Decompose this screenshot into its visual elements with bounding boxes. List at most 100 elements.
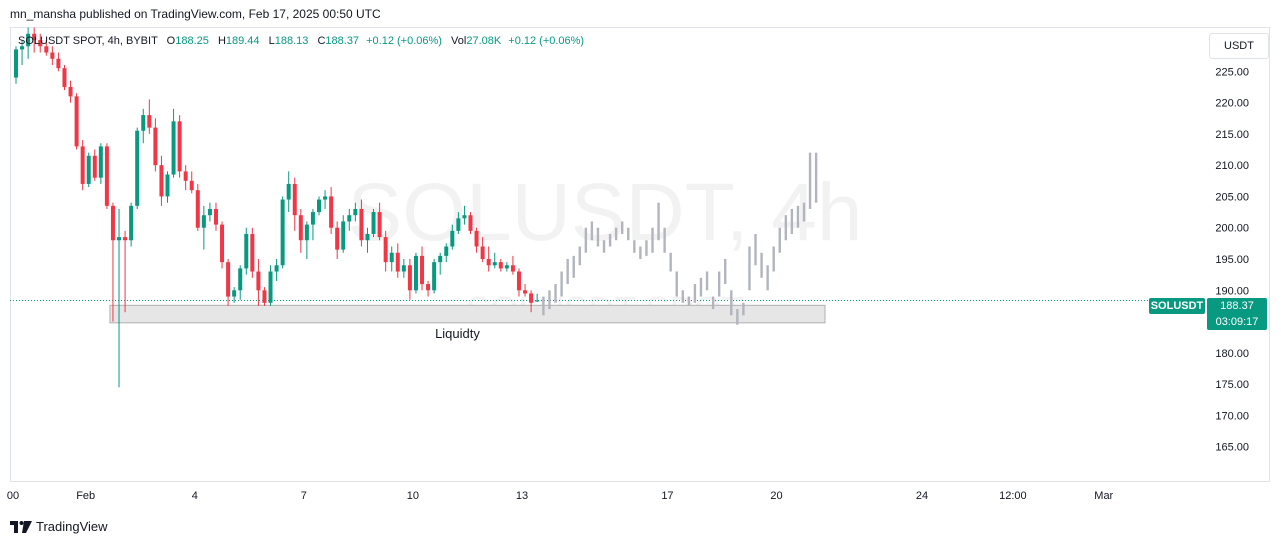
tradingview-logo-icon (10, 520, 32, 533)
x-axis-tick-label: 00 (7, 490, 19, 502)
candle-body (26, 33, 31, 47)
candle-body (486, 259, 491, 266)
candle-body (20, 46, 25, 50)
x-axis-tick-label: 13 (516, 490, 528, 502)
candle-body (141, 115, 146, 131)
y-axis-tick-label: 205.00 (1215, 191, 1249, 203)
candle-body (250, 233, 255, 272)
candle-body (129, 205, 134, 241)
projection-bar (730, 290, 733, 316)
candle-body (292, 183, 297, 216)
projection-bar (693, 284, 697, 303)
x-axis-tick-label: 4 (192, 490, 198, 502)
y-axis-tick-label: 200.00 (1215, 223, 1249, 235)
chart-frame (10, 27, 1270, 482)
projection-bar (711, 296, 715, 310)
candle-body (347, 215, 352, 222)
candle-body (232, 290, 237, 297)
projection-bar (681, 290, 684, 303)
projection-bar (542, 296, 545, 316)
projection-bar (802, 202, 806, 222)
legend-change: +0.12 (+0.06%) (366, 35, 442, 47)
x-axis-tick-label: 17 (661, 490, 673, 502)
candle-body (420, 255, 425, 285)
candle-body (474, 230, 479, 247)
projection-bar (790, 208, 794, 234)
projection-bar (760, 252, 763, 278)
projection-bar (705, 271, 709, 291)
candle-body (147, 115, 152, 128)
projection-bar (614, 227, 618, 241)
price-badge: 188.37 03:09:17 (1207, 298, 1267, 330)
candle-body (38, 40, 43, 47)
candle-body (450, 230, 455, 247)
candle-body (286, 183, 291, 200)
projection-bar (621, 221, 624, 234)
candle-body (104, 146, 109, 206)
candle-body (492, 262, 497, 266)
candle-body (389, 252, 394, 263)
liquidity-zone-label: Liquidty (435, 326, 480, 341)
legend-symbol[interactable]: SOLUSDT SPOT, 4h, BYBIT (18, 35, 158, 47)
projection-bar (808, 152, 812, 209)
candle-body (310, 212, 315, 225)
candle-body (438, 255, 443, 263)
legend-high-label: H (217, 35, 226, 47)
projection-bar (814, 152, 818, 203)
candle-body (238, 268, 243, 291)
projection-bar (590, 221, 594, 241)
x-axis-tick-label: 10 (407, 490, 419, 502)
candle-body (401, 265, 406, 272)
projection-bar (651, 227, 654, 253)
candle-body (535, 300, 540, 302)
candle-body (86, 155, 91, 184)
candle-body (244, 233, 249, 269)
candle-body (335, 227, 340, 250)
candle-body (226, 262, 231, 297)
price-badge-countdown: 03:09:17 (1215, 316, 1259, 328)
publisher-line: mn_mansha published on TradingView.com, … (10, 7, 381, 21)
candle-body (177, 121, 182, 172)
projection-bar (687, 296, 691, 306)
y-axis-tick-label: 195.00 (1215, 254, 1249, 266)
candle-body (135, 130, 140, 206)
candle-body (413, 255, 418, 291)
candle-body (80, 146, 85, 184)
projection-bar (778, 227, 781, 253)
candle-body (123, 237, 128, 241)
projection-bar (717, 271, 721, 297)
y-axis-tick-label: 165.00 (1215, 442, 1249, 454)
candle-body (523, 290, 528, 294)
legend-open-value: 188.25 (175, 35, 209, 47)
candle-body (365, 233, 370, 241)
candle-body (110, 205, 115, 241)
projection-bar (596, 227, 600, 247)
projection-bar (772, 246, 775, 272)
candle-body (201, 215, 206, 228)
candle-body (195, 190, 200, 228)
projection-bar (657, 202, 660, 241)
projection-bar (766, 265, 769, 291)
currency-unit-button[interactable]: USDT (1209, 33, 1269, 59)
projection-bar (669, 252, 672, 272)
tradingview-brand[interactable]: TradingView (10, 519, 108, 534)
y-axis-tick-label: 210.00 (1215, 160, 1249, 172)
candle-body (256, 271, 261, 291)
candle-body (329, 196, 334, 228)
liquidity-zone (109, 304, 826, 324)
candle-body (220, 224, 225, 263)
projection-bar (736, 309, 739, 325)
candle-body (153, 127, 158, 166)
candle-body (323, 196, 328, 200)
projection-bar (675, 271, 678, 297)
legend-close-label: C (317, 35, 326, 47)
legend-volume-value: 27.08K (466, 35, 502, 47)
x-axis-tick-label: 24 (916, 490, 928, 502)
legend-high-value: 189.44 (225, 35, 260, 47)
candle-body (353, 208, 358, 216)
candle-body (165, 174, 170, 197)
candle-body (68, 86, 73, 97)
candle-body (268, 271, 273, 303)
x-axis-tick-label: Mar (1094, 490, 1113, 502)
